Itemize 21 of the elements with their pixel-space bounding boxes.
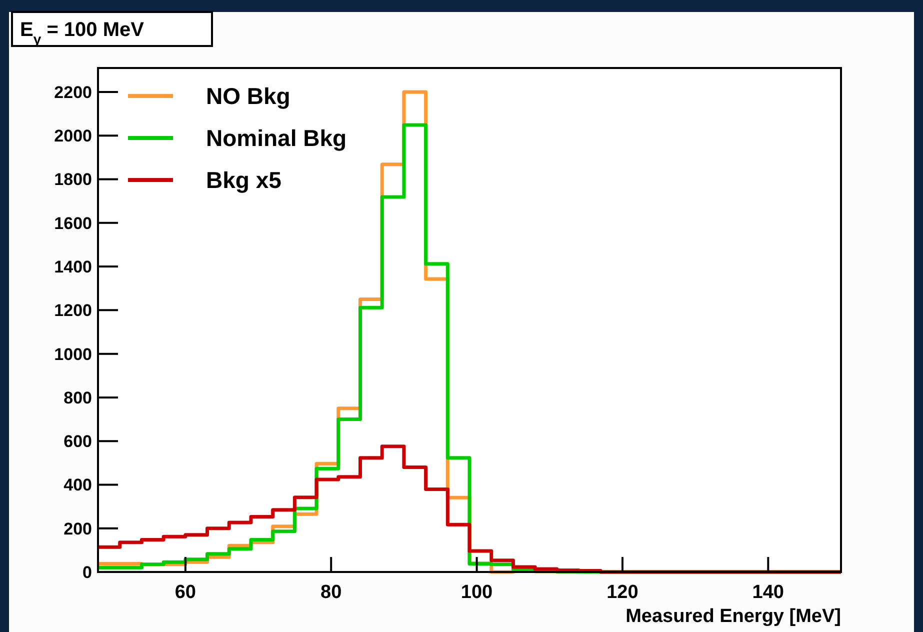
y-tick-label: 2200 — [54, 82, 92, 102]
y-tick-label: 600 — [64, 432, 92, 452]
y-tick-label: 2000 — [54, 126, 92, 146]
y-tick-label: 1600 — [54, 214, 92, 233]
x-tick-label: 100 — [460, 582, 493, 603]
x-tick-label: 60 — [174, 582, 196, 603]
y-tick-label: 400 — [64, 476, 92, 495]
x-tick-label: 80 — [320, 582, 342, 603]
x-axis-title: Measured Energy [MeV] — [626, 606, 841, 627]
legend-label: NO Bkg — [206, 83, 290, 110]
x-tick-label: 120 — [606, 582, 638, 603]
legend-label: Bkg x5 — [206, 167, 282, 194]
x-tick-label: 140 — [752, 582, 784, 603]
y-tick-label: 0 — [82, 562, 92, 582]
y-tick-label: 1200 — [54, 301, 92, 320]
legend-label: Nominal Bkg — [206, 125, 347, 152]
y-tick-label: 1400 — [54, 257, 92, 276]
y-tick-label: 1000 — [54, 344, 92, 364]
y-tick-label: 1800 — [54, 170, 92, 190]
y-tick-label: 800 — [64, 388, 92, 408]
y-tick-label: 200 — [64, 519, 92, 538]
